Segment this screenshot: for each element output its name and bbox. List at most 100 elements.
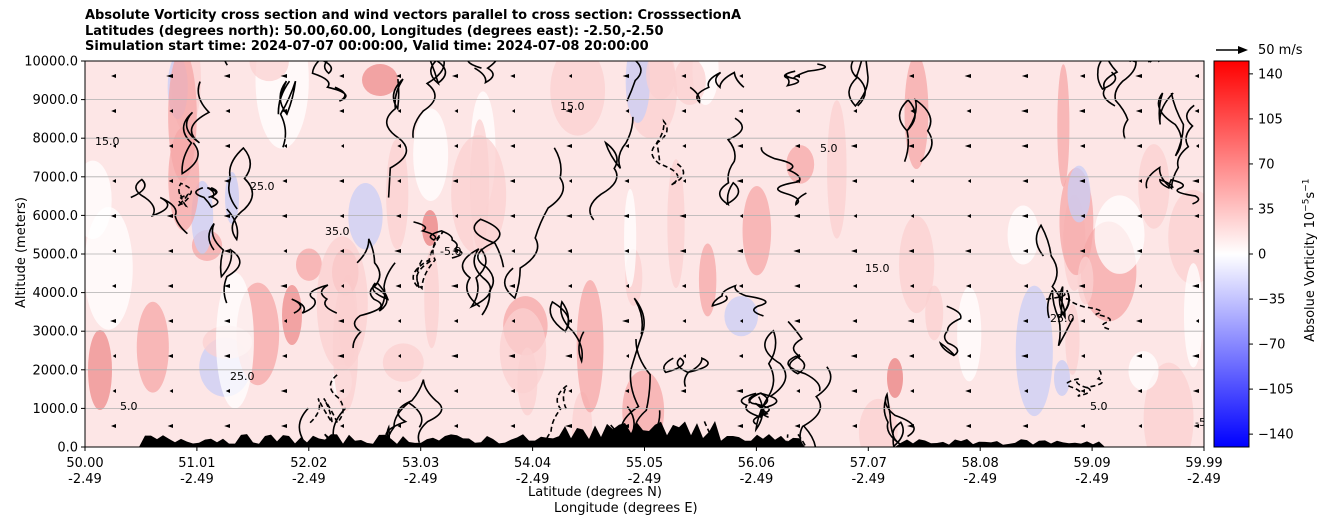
field-patch bbox=[887, 358, 903, 398]
field-patch bbox=[517, 347, 538, 416]
wind-vector bbox=[510, 424, 515, 428]
contour-line bbox=[1159, 178, 1200, 205]
y-tick-label: 8000.0 bbox=[33, 132, 79, 147]
contour-line bbox=[1145, 104, 1195, 190]
contour-line bbox=[413, 221, 463, 259]
x-tick-label-latitude: 59.09 bbox=[1073, 456, 1110, 471]
wind-vector bbox=[907, 424, 914, 428]
wind-vector bbox=[1193, 424, 1199, 428]
field-patch bbox=[1128, 351, 1159, 391]
contour-line bbox=[799, 366, 832, 447]
wind-vector bbox=[793, 214, 800, 218]
wind-vector bbox=[509, 284, 515, 288]
wind-vector bbox=[111, 284, 116, 288]
contour-line bbox=[352, 281, 390, 349]
wind-vector bbox=[166, 74, 173, 78]
wind-vector bbox=[967, 319, 971, 323]
wind-vector bbox=[966, 109, 971, 113]
wind-vector bbox=[1080, 424, 1085, 428]
wind-vector bbox=[451, 354, 458, 358]
wind-vector bbox=[682, 144, 686, 148]
wind-vector bbox=[908, 249, 914, 253]
x-axis-label-longitude: Longitude (degrees E) bbox=[554, 501, 698, 516]
field-patch bbox=[1054, 360, 1070, 396]
wind-vector bbox=[910, 109, 914, 113]
field-patch bbox=[1143, 362, 1194, 447]
field-patch bbox=[1015, 285, 1053, 417]
contour-line bbox=[651, 118, 685, 186]
wind-vector bbox=[794, 424, 800, 428]
wind-vector bbox=[396, 74, 401, 78]
wind-vector bbox=[454, 109, 458, 113]
wind-vector bbox=[1021, 74, 1028, 78]
x-tick-label-longitude: -2.49 bbox=[292, 472, 326, 487]
x-tick-label-latitude: 56.06 bbox=[738, 456, 775, 471]
wind-vector bbox=[909, 284, 914, 288]
wind-vector bbox=[736, 179, 743, 183]
field-patch bbox=[255, 61, 309, 149]
wind-vector bbox=[394, 249, 401, 253]
wind-vector bbox=[452, 179, 458, 183]
wind-vector bbox=[1023, 284, 1028, 288]
wind-vector bbox=[623, 214, 629, 218]
wind-vector bbox=[169, 389, 173, 393]
wind-vector bbox=[967, 179, 971, 183]
wind-vector bbox=[337, 354, 344, 358]
wind-vector bbox=[339, 389, 344, 393]
contour-line bbox=[754, 329, 787, 433]
wind-vector bbox=[964, 249, 971, 253]
wind-vector bbox=[625, 144, 629, 148]
wind-vector bbox=[1081, 354, 1085, 358]
wind-vector bbox=[967, 214, 971, 218]
wind-vector bbox=[453, 424, 458, 428]
wind-vector bbox=[282, 179, 287, 183]
contour-label: -5.0 bbox=[440, 245, 461, 258]
wind-vector bbox=[850, 144, 857, 148]
wind-vector bbox=[852, 319, 857, 323]
wind-vector bbox=[337, 319, 344, 323]
contour-label: 5.0 bbox=[120, 400, 138, 413]
wind-vector bbox=[567, 319, 572, 323]
wind-vector bbox=[681, 74, 686, 78]
wind-vector bbox=[167, 424, 173, 428]
wind-vector bbox=[853, 109, 857, 113]
wind-vector bbox=[167, 284, 173, 288]
wind-vector bbox=[622, 319, 629, 323]
wind-vector bbox=[397, 179, 401, 183]
contour-line bbox=[503, 147, 565, 300]
wind-vector bbox=[739, 319, 743, 323]
field-patch bbox=[576, 280, 604, 413]
wind-vector bbox=[1078, 284, 1085, 288]
wind-vector bbox=[1138, 424, 1142, 428]
wind-vector bbox=[168, 179, 173, 183]
contour-line bbox=[1114, 61, 1137, 140]
contour-label: 5.0 bbox=[1090, 400, 1108, 413]
field-patch bbox=[85, 206, 133, 330]
wind-vector bbox=[1079, 179, 1085, 183]
contour-line bbox=[1157, 92, 1185, 157]
field-patch bbox=[646, 61, 676, 100]
contour-line bbox=[385, 379, 443, 444]
x-tick-label-longitude: -2.49 bbox=[68, 472, 102, 487]
wind-vector bbox=[280, 389, 287, 393]
wind-vector bbox=[453, 319, 458, 323]
contour-line bbox=[883, 398, 920, 447]
colorbar-tick-label: 0 bbox=[1258, 248, 1266, 263]
wind-vector bbox=[112, 249, 116, 253]
wind-vector bbox=[568, 389, 572, 393]
wind-vector bbox=[282, 354, 287, 358]
contour-line bbox=[291, 284, 338, 314]
wind-vector bbox=[1080, 144, 1085, 148]
wind-vector bbox=[112, 354, 116, 358]
contour-line bbox=[1045, 291, 1111, 330]
y-tick-label: 4000.0 bbox=[33, 286, 79, 301]
wind-vector bbox=[110, 319, 116, 323]
wind-vector bbox=[568, 74, 572, 78]
wind-vector bbox=[168, 319, 173, 323]
field-patch bbox=[550, 61, 606, 136]
x-tick-label-latitude: 51.01 bbox=[178, 456, 215, 471]
contour-line bbox=[311, 61, 347, 102]
wind-vector bbox=[509, 179, 515, 183]
field-patch bbox=[1007, 205, 1039, 265]
wind-vector bbox=[1194, 214, 1199, 218]
